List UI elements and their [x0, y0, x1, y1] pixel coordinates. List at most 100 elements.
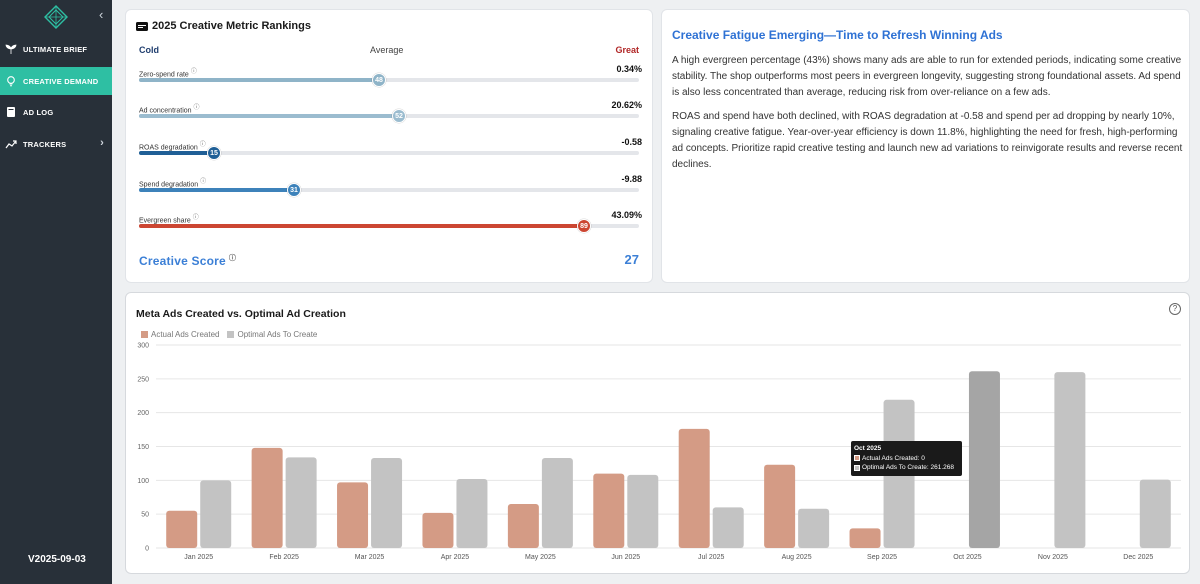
chart-tooltip: Oct 2025 Actual Ads Created: 0 Optimal A… — [851, 441, 962, 476]
bar — [541, 458, 573, 548]
bar — [251, 447, 283, 548]
metric-label: Evergreen share ⓘ — [139, 212, 199, 224]
version-label: V2025-09-03 — [28, 554, 86, 565]
bar — [627, 474, 659, 548]
bar — [678, 428, 710, 548]
bar — [1054, 372, 1086, 548]
metric-row: Zero-spend rate ⓘ 0.34% 48 — [139, 64, 642, 96]
bar — [285, 457, 317, 548]
brand-logo-icon[interactable] — [44, 5, 68, 29]
info-icon[interactable]: ⓘ — [190, 69, 197, 75]
y-tick-label: 300 — [137, 343, 149, 350]
metric-row: Evergreen share ⓘ 43.09% 89 — [139, 210, 642, 242]
metric-label: Spend degradation ⓘ — [139, 176, 206, 188]
x-tick-label: Sep 2025 — [867, 554, 897, 561]
insight-card: Creative Fatigue Emerging—Time to Refres… — [661, 9, 1190, 283]
metric-rank-knob: 48 — [372, 73, 386, 87]
x-tick-label: Jun 2025 — [611, 554, 640, 561]
tooltip-swatch-actual — [854, 455, 860, 462]
y-tick-label: 150 — [137, 444, 149, 451]
info-icon[interactable]: ⓘ — [192, 215, 199, 221]
x-tick-label: Aug 2025 — [782, 554, 812, 561]
nav-trackers[interactable]: TRACKERS › — [0, 130, 112, 158]
metric-label: Ad concentration ⓘ — [139, 102, 200, 114]
chart-title: Meta Ads Created vs. Optimal Ad Creation — [136, 308, 346, 320]
legend-label-optimal: Optimal Ads To Create — [237, 330, 318, 339]
metric-row: Spend degradation ⓘ -9.88 31 — [139, 174, 642, 206]
nav-label: TRACKERS — [23, 139, 67, 149]
metric-label-text: Spend degradation — [139, 181, 199, 189]
scale-cold-label: Cold — [139, 45, 159, 55]
legend-label-actual: Actual Ads Created — [151, 330, 220, 339]
y-tick-label: 200 — [137, 410, 149, 417]
metric-label-text: Ad concentration — [139, 107, 192, 115]
metric-value: -0.58 — [621, 137, 642, 147]
scale-great-label: Great — [615, 45, 639, 55]
help-icon[interactable]: ? — [1169, 303, 1181, 315]
chevron-right-icon[interactable]: › — [100, 137, 104, 149]
x-tick-label: Jan 2025 — [184, 554, 213, 561]
bar — [507, 504, 539, 548]
x-tick-label: Apr 2025 — [441, 554, 470, 561]
metric-label: Zero-spend rate ⓘ — [139, 66, 197, 78]
info-icon[interactable]: ⓘ — [200, 179, 207, 185]
creative-score-label: Creative Score ⓘ — [139, 253, 236, 268]
ticket-icon — [136, 21, 148, 31]
tooltip-row-actual: Actual Ads Created: 0 — [854, 454, 959, 464]
x-tick-label: Nov 2025 — [1038, 554, 1068, 561]
legend-item-actual[interactable]: Actual Ads Created — [141, 330, 219, 339]
bar-chart: 0 50 100 150 200 250 300 Jan 2025 Feb 2025 Mar 20… — [137, 343, 1181, 561]
scale-average-label: Average — [370, 45, 404, 55]
bar — [712, 507, 744, 548]
metric-fill — [139, 78, 379, 82]
bar — [968, 371, 1000, 548]
x-tick-label: Oct 2025 — [953, 554, 982, 561]
metric-row: ROAS degradation ⓘ -0.58 15 — [139, 137, 642, 169]
metric-value: 43.09% — [611, 210, 642, 220]
metric-fill — [139, 224, 584, 228]
info-icon[interactable]: ⓘ — [228, 255, 237, 262]
metric-rankings-card: 2025 Creative Metric Rankings Cold Avera… — [125, 9, 653, 283]
metric-rank-knob: 52 — [392, 109, 406, 123]
nav-ultimate-brief[interactable]: ULTIMATE BRIEF — [0, 35, 112, 63]
metric-value: -9.88 — [621, 174, 642, 184]
bar — [371, 458, 403, 548]
insight-title: Creative Fatigue Emerging—Time to Refres… — [672, 28, 1003, 42]
metric-rank-knob: 15 — [207, 146, 221, 160]
insight-paragraph-2: ROAS and spend have both declined, with … — [672, 111, 1183, 170]
bar — [593, 473, 625, 548]
y-tick-label: 250 — [137, 376, 149, 383]
legend-item-optimal[interactable]: Optimal Ads To Create — [227, 330, 317, 339]
tooltip-row-2: Optimal Ads To Create: 261.268 — [862, 464, 955, 471]
collapse-sidebar-icon[interactable]: ‹ — [99, 7, 104, 22]
metric-label-text: ROAS degradation — [139, 144, 198, 152]
metric-rank-knob: 89 — [577, 219, 591, 233]
tooltip-row-optimal: Optimal Ads To Create: 261.268 — [854, 463, 959, 473]
nav-label: AD LOG — [23, 107, 54, 117]
legend-swatch-optimal — [227, 331, 235, 338]
bar — [337, 482, 369, 548]
chart-legend: Actual Ads Created Optimal Ads To Create — [141, 330, 325, 339]
bar — [200, 480, 232, 548]
metric-fill — [139, 188, 294, 192]
metric-track: 15 — [139, 146, 639, 160]
sprout-icon — [5, 43, 17, 55]
metric-track: 52 — [139, 109, 639, 123]
metric-fill — [139, 114, 399, 118]
bar — [849, 528, 881, 548]
bar — [166, 510, 198, 548]
metric-track: 89 — [139, 219, 639, 233]
nav-ad-log[interactable]: AD LOG — [0, 98, 112, 126]
info-icon[interactable]: ⓘ — [199, 142, 206, 148]
nav-creative-demand[interactable]: CREATIVE DEMAND — [0, 67, 112, 95]
ads-created-chart-card: 0 50 100 150 200 250 300 Jan 2025 Feb 2025 Mar 20… — [125, 292, 1190, 574]
creative-score-text: Creative Score — [139, 254, 226, 268]
info-icon[interactable]: ⓘ — [193, 105, 200, 111]
metric-label-text: Zero-spend rate — [139, 71, 189, 79]
metric-track: 48 — [139, 73, 639, 87]
metric-rank-knob: 31 — [287, 183, 301, 197]
trend-icon — [5, 138, 17, 150]
insight-paragraph-1: A high evergreen percentage (43%) shows … — [672, 55, 1182, 98]
x-tick-label: Mar 2025 — [355, 554, 385, 561]
metric-fill — [139, 151, 214, 155]
